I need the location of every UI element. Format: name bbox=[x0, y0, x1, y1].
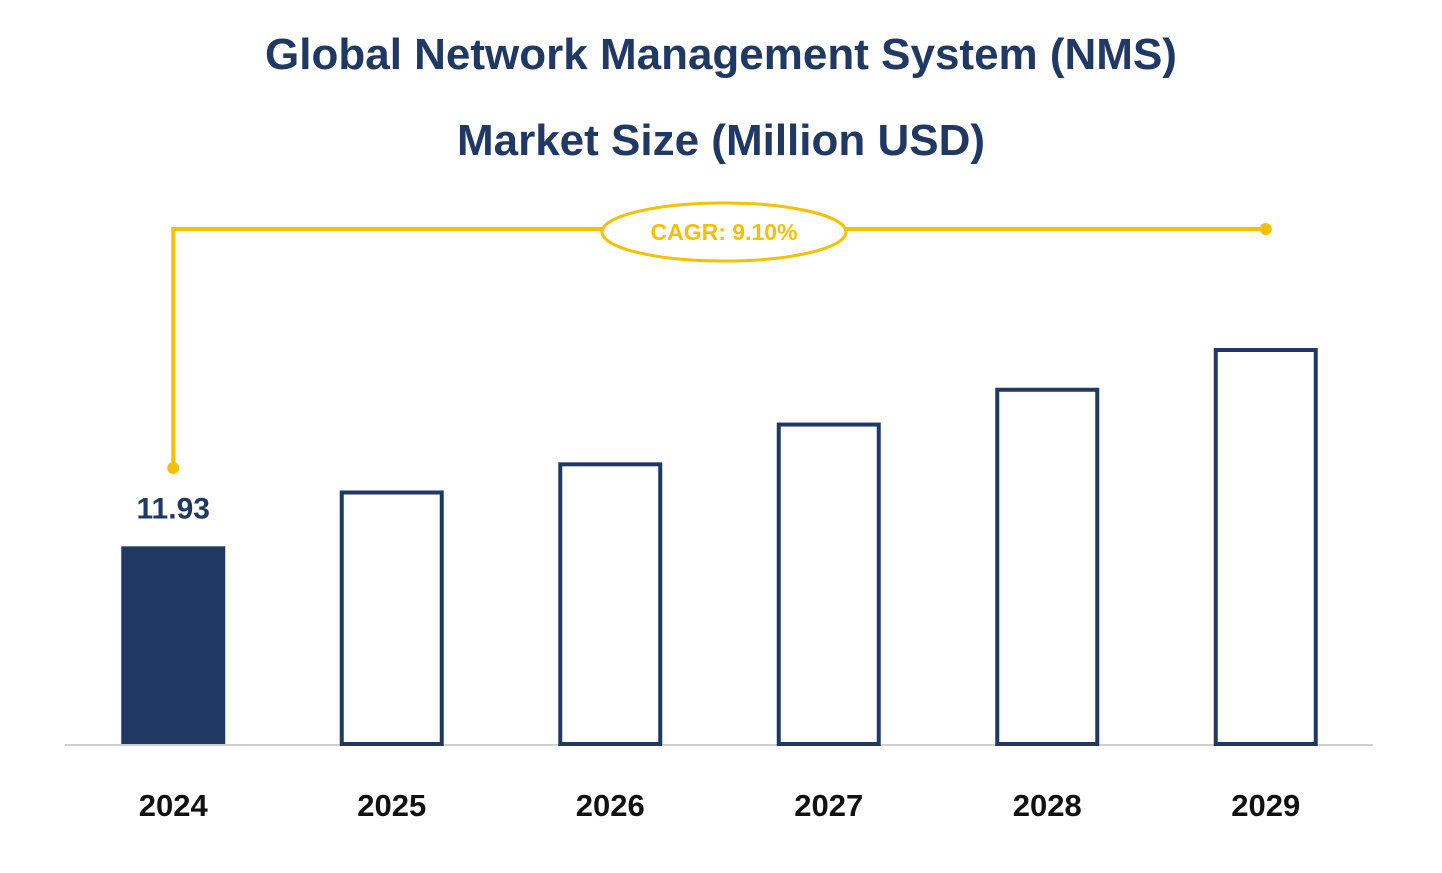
bar bbox=[776, 422, 881, 746]
x-tick-label: 2024 bbox=[139, 788, 209, 823]
x-tick-label: 2027 bbox=[794, 788, 863, 823]
cagr-dot bbox=[167, 462, 180, 474]
cagr-badge bbox=[600, 201, 848, 263]
bar bbox=[1213, 348, 1318, 746]
bar bbox=[558, 462, 663, 746]
cagr-label: CAGR: 9.10% bbox=[651, 219, 798, 245]
bar bbox=[121, 546, 226, 744]
value-label: 11.93 bbox=[137, 492, 210, 525]
cagr-dot bbox=[1259, 223, 1272, 235]
bar bbox=[995, 387, 1100, 746]
x-tick-label: 2028 bbox=[1013, 788, 1082, 823]
chart-title: Global Network Management System (NMS) M… bbox=[265, 30, 1177, 165]
x-tick-label: 2025 bbox=[357, 788, 426, 823]
x-tick-label: 2026 bbox=[576, 788, 645, 823]
cagr-line bbox=[171, 227, 1266, 468]
x-tick-label: 2029 bbox=[1231, 788, 1300, 823]
bar bbox=[339, 490, 444, 746]
